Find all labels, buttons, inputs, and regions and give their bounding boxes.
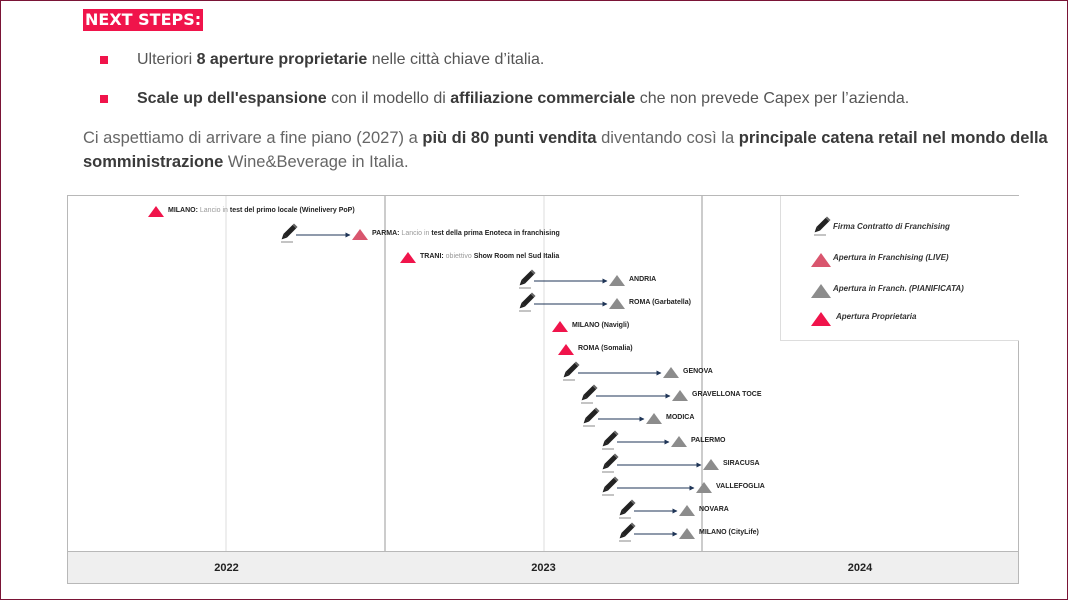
event-label: MILANO (CityLife) (699, 529, 759, 536)
legend-label: Apertura in Franchising (LIVE) (833, 253, 949, 262)
event-label: ANDRIA (629, 276, 657, 283)
opening-triangle-planned (679, 505, 695, 516)
event-label: SIRACUSA (723, 460, 760, 467)
legend-box: Firma Contratto di Franchising Apertura i… (780, 196, 1019, 341)
franchise-contract-pen-icon (583, 407, 600, 424)
year-label-2023: 2023 (531, 562, 556, 574)
legend-label: Firma Contratto di Franchising (833, 222, 950, 231)
opening-triangle-planned (703, 459, 719, 470)
franchise-contract-pen-icon (619, 499, 636, 516)
franchise-contract-pen-icon (602, 430, 619, 447)
opening-triangle-planned (609, 298, 625, 309)
franchise-contract-pen-icon (563, 361, 580, 378)
bullet-square-icon (100, 95, 108, 103)
opening-triangle-planned (679, 528, 695, 539)
event-label: MILANO (Navigli) (572, 322, 630, 329)
legend-triangle-owned-icon (811, 312, 831, 326)
expansion-timeline: Firma Contratto di Franchising Apertura i… (67, 195, 1019, 584)
legend-label: Apertura Proprietaria (836, 312, 917, 321)
opening-triangle-owned (148, 206, 164, 217)
opening-triangle-planned (696, 482, 712, 493)
event-label: MILANO: Lancio in test del primo locale … (168, 207, 355, 214)
legend-triangle-planned-icon (811, 284, 831, 298)
franchise-contract-pen-icon (602, 476, 619, 493)
franchise-contract-pen-icon (519, 292, 536, 309)
opening-triangle-live (352, 229, 368, 240)
opening-triangle-planned (663, 367, 679, 378)
event-label: GENOVA (683, 368, 713, 375)
opening-triangle-owned (552, 321, 568, 332)
event-label: PALERMO (691, 437, 726, 444)
outlook-paragraph: Ci aspettiamo di arrivare a fine piano (… (83, 129, 1048, 171)
event-label: GRAVELLONA TOCE (692, 391, 762, 398)
timeline-graphics (148, 196, 719, 551)
event-label: ROMA (Garbatella) (629, 299, 691, 306)
year-label-2024: 2024 (847, 562, 873, 574)
event-label: NOVARA (699, 506, 729, 513)
event-label: TRANI: obiettivo Show Room nel Sud Itali… (420, 253, 560, 260)
franchise-contract-pen-icon (581, 384, 598, 401)
franchise-contract-pen-icon (519, 269, 536, 286)
year-axis: 2022 2023 2024 (68, 551, 1018, 583)
year-label-2022: 2022 (214, 562, 239, 574)
event-label: ROMA (Somalia) (578, 345, 633, 352)
opening-triangle-planned (609, 275, 625, 286)
opening-triangle-planned (671, 436, 687, 447)
legend-pen-icon (814, 216, 831, 233)
event-label: VALLEFOGLIA (716, 483, 765, 490)
opening-triangle-owned (400, 252, 416, 263)
legend-icons (811, 216, 831, 326)
franchise-contract-pen-icon (602, 453, 619, 470)
legend-triangle-live-icon (811, 253, 831, 267)
franchise-contract-pen-icon (619, 522, 636, 539)
bullet-square-icon (100, 56, 108, 64)
event-label: PARMA: Lancio in test della prima Enotec… (372, 230, 560, 237)
opening-triangle-planned (672, 390, 688, 401)
legend-label: Apertura in Franch. (PIANIFICATA) (833, 284, 964, 293)
event-label: MODICA (666, 414, 695, 421)
franchise-contract-pen-icon (281, 223, 298, 240)
opening-triangle-owned (558, 344, 574, 355)
opening-triangle-planned (646, 413, 662, 424)
next-steps-title: NEXT STEPS: (83, 9, 204, 31)
